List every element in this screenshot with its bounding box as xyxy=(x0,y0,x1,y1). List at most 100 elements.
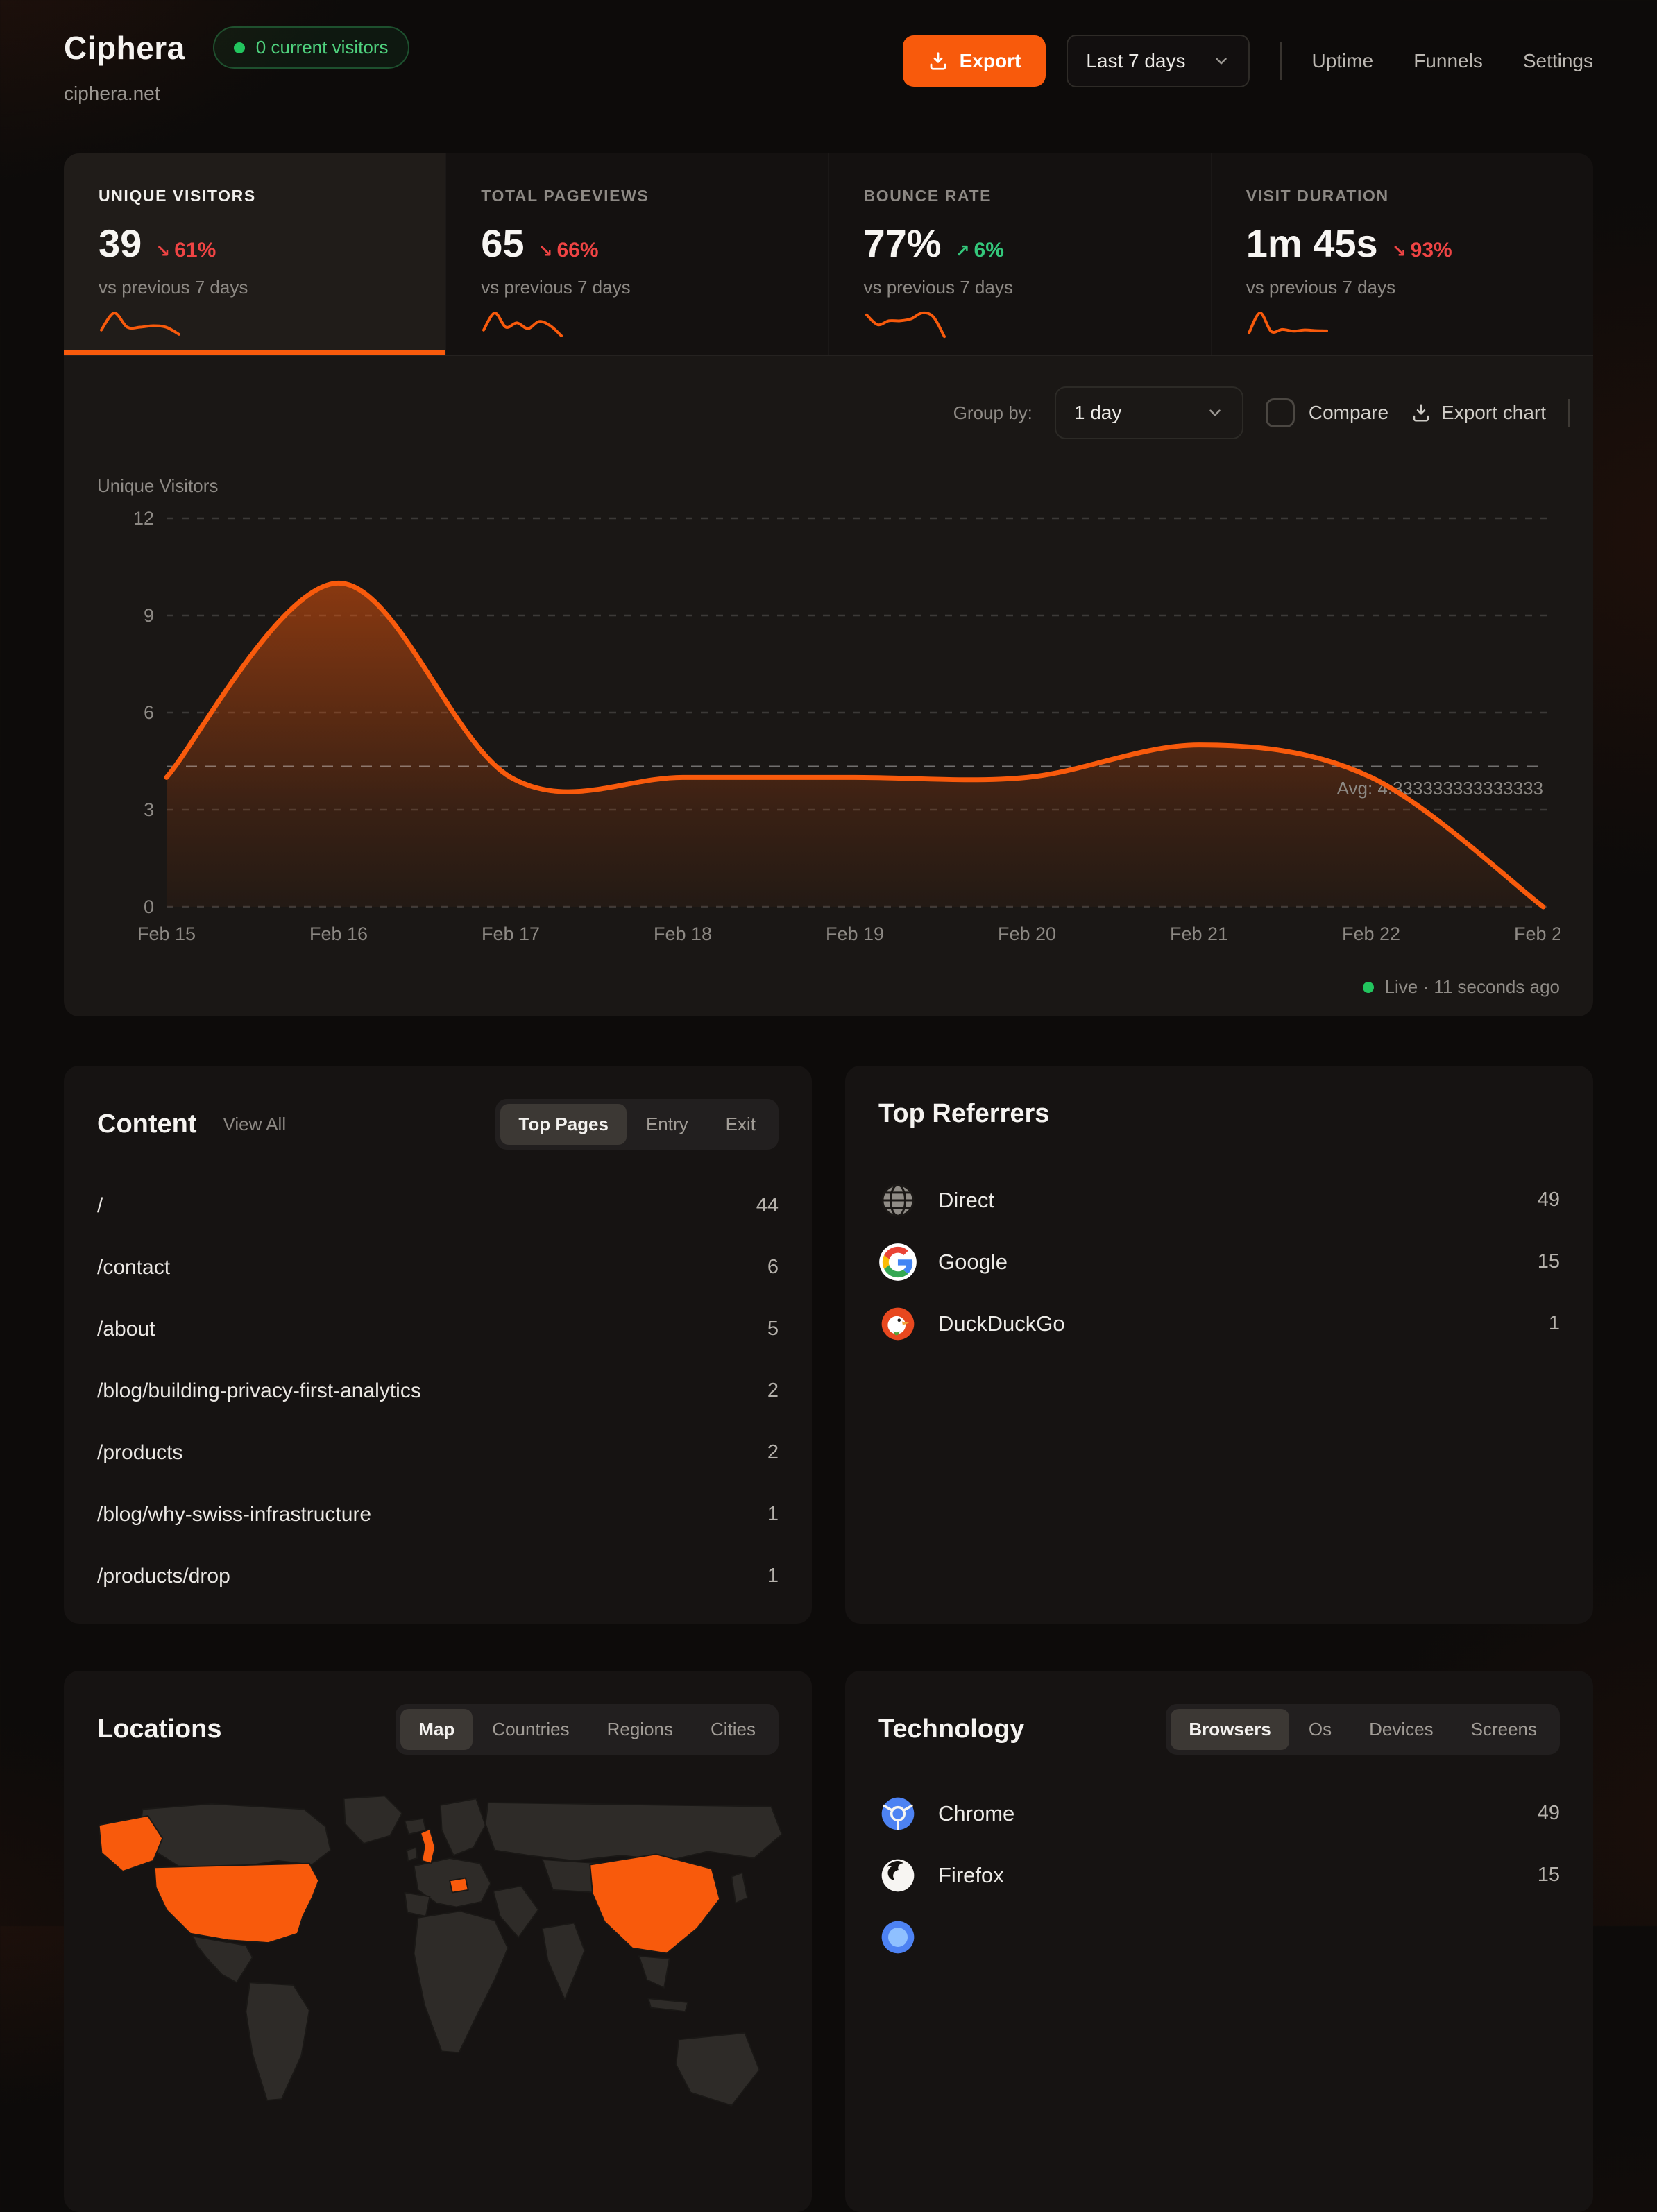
stat-card-bounce-rate[interactable]: BOUNCE RATE 77% ↗ 6% vs previous 7 days xyxy=(828,153,1211,355)
tab-exit[interactable]: Exit xyxy=(725,1114,756,1134)
page-row[interactable]: /blog/building-privacy-first-analytics 2 xyxy=(97,1360,779,1422)
compare-label[interactable]: Compare xyxy=(1308,402,1389,423)
referrer-name: DuckDuckGo xyxy=(938,1311,1065,1336)
page-row[interactable]: /about 5 xyxy=(97,1298,779,1360)
tab-regions[interactable]: Regions xyxy=(606,1719,673,1739)
stat-value: 65 xyxy=(481,221,525,265)
map-africa xyxy=(413,1910,509,2054)
live-status-label: Live · 11 seconds ago xyxy=(1384,976,1560,997)
stat-label: BOUNCE RATE xyxy=(863,187,992,205)
stat-card-visit-duration[interactable]: VISIT DURATION 1m 45s ↘ 93% vs previous 7… xyxy=(1210,153,1593,355)
chevron-down-icon xyxy=(1215,58,1227,65)
stat-card-unique-visitors[interactable]: UNIQUE VISITORS 39 ↘ 61% vs previous 7 da… xyxy=(64,153,446,355)
tab-cities[interactable]: Cities xyxy=(710,1719,756,1739)
referrer-row-duckduckgo[interactable]: DuckDuckGo 1 xyxy=(878,1293,1560,1354)
referrer-row-google[interactable]: Google 15 xyxy=(878,1231,1560,1293)
svg-text:6: 6 xyxy=(144,702,154,723)
date-range-value: Last 7 days xyxy=(1086,50,1186,71)
tab-countries[interactable]: Countries xyxy=(492,1719,570,1739)
tab-os[interactable]: Os xyxy=(1308,1719,1332,1739)
trend-arrow-icon: ↘ xyxy=(155,241,171,261)
stat-value: 77% xyxy=(863,221,942,265)
map-india xyxy=(541,1922,586,2001)
map-south-america xyxy=(245,1982,310,2102)
globe-icon xyxy=(881,1183,915,1217)
locations-tabs: Map Countries Regions Cities xyxy=(396,1704,779,1755)
map-united-kingdom-highlight xyxy=(420,1828,436,1864)
download-icon xyxy=(930,52,946,70)
svg-text:Feb 19: Feb 19 xyxy=(826,924,884,944)
map-russia xyxy=(484,1801,783,1862)
stat-delta: ↘ 61% xyxy=(155,239,216,262)
tab-screens[interactable]: Screens xyxy=(1470,1719,1537,1739)
tab-devices[interactable]: Devices xyxy=(1369,1719,1434,1739)
referrers-list: Direct 49 Google 15 xyxy=(878,1169,1560,1354)
svg-text:Feb 16: Feb 16 xyxy=(309,924,368,944)
page-row[interactable]: /products 2 xyxy=(97,1422,779,1483)
map-australia xyxy=(675,2032,760,2107)
view-all-link[interactable]: View All xyxy=(223,1114,287,1134)
page-row[interactable]: /blog/why-swiss-infrastructure 1 xyxy=(97,1483,779,1545)
page-count: 1 xyxy=(767,1503,779,1525)
export-chart-button[interactable]: Export chart xyxy=(1411,402,1546,424)
svg-text:Feb 21: Feb 21 xyxy=(1170,924,1228,944)
topbar: Ciphera 0 current visitors ciphera.net E… xyxy=(64,26,1593,105)
map-switzerland-highlight xyxy=(449,1877,469,1894)
page-row[interactable]: / 44 xyxy=(97,1175,779,1236)
duckduckgo-icon xyxy=(881,1307,915,1340)
browser-row-firefox[interactable]: Firefox 15 xyxy=(878,1844,1560,1906)
browser-row-partial[interactable] xyxy=(878,1906,1560,1968)
referrer-name: Direct xyxy=(938,1187,994,1212)
nav-funnels[interactable]: Funnels xyxy=(1413,50,1483,71)
tab-entry[interactable]: Entry xyxy=(645,1114,688,1134)
map-japan xyxy=(731,1872,749,1904)
group-by-label: Group by: xyxy=(953,402,1033,423)
stat-card-total-pageviews[interactable]: TOTAL PAGEVIEWS 65 ↘ 66% vs previous 7 da… xyxy=(445,153,828,355)
map-mexico xyxy=(192,1935,253,1984)
chevron-down-icon xyxy=(1209,409,1221,416)
tab-top-pages[interactable]: Top Pages xyxy=(500,1104,627,1145)
svg-text:Avg: 4.333333333333333: Avg: 4.333333333333333 xyxy=(1337,778,1543,799)
browser-count: 49 xyxy=(1537,1802,1560,1824)
page-row[interactable]: /products/drop 1 xyxy=(97,1545,779,1607)
page-path: /blog/why-swiss-infrastructure xyxy=(97,1502,372,1526)
group-by-select[interactable]: 1 day xyxy=(1054,386,1243,439)
nav-uptime[interactable]: Uptime xyxy=(1311,50,1374,71)
technology-tabs: Browsers Os Devices Screens xyxy=(1166,1704,1560,1755)
svg-text:Feb 15: Feb 15 xyxy=(137,924,196,944)
export-button[interactable]: Export xyxy=(902,35,1046,87)
trend-arrow-icon: ↘ xyxy=(538,241,553,261)
page-row[interactable]: /contact 6 xyxy=(97,1236,779,1298)
date-range-select[interactable]: Last 7 days xyxy=(1067,35,1250,87)
page-path: /about xyxy=(97,1317,155,1341)
map-iberia xyxy=(404,1891,431,1917)
page-count: 6 xyxy=(767,1256,779,1278)
map-alaska-highlight xyxy=(98,1815,164,1873)
google-icon xyxy=(879,1243,917,1281)
stat-compare-label: vs previous 7 days xyxy=(1246,277,1396,298)
page-path: /products/drop xyxy=(97,1564,230,1588)
referrer-count: 15 xyxy=(1537,1250,1560,1273)
content-panel: Content View All Top Pages Entry Exit / 4… xyxy=(64,1066,812,1624)
compare-checkbox[interactable] xyxy=(1265,398,1295,427)
tab-browsers[interactable]: Browsers xyxy=(1171,1709,1289,1750)
world-map[interactable] xyxy=(79,1787,797,2131)
sparkline-chart xyxy=(865,311,946,339)
tab-map[interactable]: Map xyxy=(400,1709,473,1750)
analytics-main-panel: UNIQUE VISITORS 39 ↘ 61% vs previous 7 da… xyxy=(64,153,1593,1016)
map-canada xyxy=(139,1803,332,1869)
svg-text:Feb 20: Feb 20 xyxy=(998,924,1056,944)
browser-name: Chrome xyxy=(938,1801,1015,1826)
nav-settings[interactable]: Settings xyxy=(1522,50,1593,71)
trend-arrow-icon: ↘ xyxy=(1391,241,1407,261)
stat-value: 1m 45s xyxy=(1246,221,1378,265)
stat-delta: ↘ 66% xyxy=(538,239,599,262)
locations-panel: Locations Map Countries Regions Cities xyxy=(64,1671,812,2212)
referrer-row-direct[interactable]: Direct 49 xyxy=(878,1169,1560,1231)
chart-y-axis-title: Unique Visitors xyxy=(97,475,219,496)
browser-name: Firefox xyxy=(938,1862,1004,1887)
browser-row-chrome[interactable]: Chrome 49 xyxy=(878,1783,1560,1844)
current-visitors-badge: 0 current visitors xyxy=(212,26,409,69)
controls-divider xyxy=(1568,399,1570,427)
map-china-highlight xyxy=(589,1853,721,1955)
